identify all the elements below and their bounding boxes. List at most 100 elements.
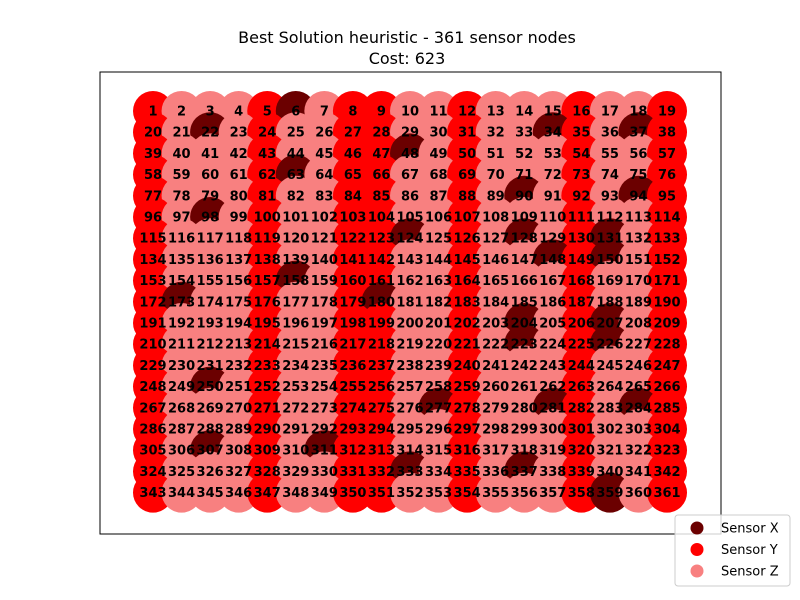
node-label-137: 137 — [225, 253, 252, 268]
node-label-133: 133 — [653, 232, 680, 247]
node-label-115: 115 — [139, 232, 166, 247]
node-label-148: 148 — [539, 253, 566, 268]
node-label-324: 324 — [139, 465, 166, 480]
node-label-132: 132 — [625, 232, 652, 247]
node-label-207: 207 — [596, 317, 623, 332]
node-label-321: 321 — [596, 444, 623, 459]
node-label-332: 332 — [368, 465, 395, 480]
node-label-70: 70 — [487, 168, 505, 183]
node-label-42: 42 — [230, 147, 248, 162]
node-label-11: 11 — [430, 105, 448, 120]
node-label-97: 97 — [173, 211, 191, 226]
node-label-111: 111 — [568, 211, 595, 226]
node-label-308: 308 — [225, 444, 252, 459]
node-label-351: 351 — [368, 486, 395, 501]
sensor-node-348 — [275, 472, 316, 513]
sensor-markers — [133, 91, 688, 513]
node-label-328: 328 — [254, 465, 281, 480]
node-label-145: 145 — [454, 253, 481, 268]
node-label-44: 44 — [287, 147, 305, 162]
node-label-165: 165 — [482, 274, 509, 289]
node-label-208: 208 — [625, 317, 652, 332]
node-label-350: 350 — [339, 486, 366, 501]
node-label-343: 343 — [139, 486, 166, 501]
node-label-221: 221 — [454, 338, 481, 353]
node-label-259: 259 — [454, 380, 481, 395]
node-label-353: 353 — [425, 486, 452, 501]
node-label-91: 91 — [544, 189, 562, 204]
sensor-node-352 — [390, 472, 430, 513]
legend-marker-1 — [690, 521, 704, 535]
node-label-100: 100 — [254, 211, 281, 226]
sensor-node-345 — [190, 472, 231, 513]
sensor-node-349 — [304, 472, 345, 513]
node-label-272: 272 — [282, 401, 309, 416]
node-label-206: 206 — [568, 317, 595, 332]
node-label-183: 183 — [454, 295, 481, 310]
node-label-19: 19 — [658, 105, 676, 120]
sensor-node-355 — [475, 472, 516, 513]
node-label-268: 268 — [168, 401, 195, 416]
node-label-239: 239 — [425, 359, 452, 374]
node-label-310: 310 — [282, 444, 309, 459]
node-label-320: 320 — [568, 444, 595, 459]
node-label-185: 185 — [511, 295, 538, 310]
node-label-18: 18 — [629, 105, 647, 120]
node-label-152: 152 — [653, 253, 680, 268]
node-label-41: 41 — [201, 147, 219, 162]
node-label-95: 95 — [658, 189, 676, 204]
node-label-339: 339 — [568, 465, 595, 480]
node-label-49: 49 — [430, 147, 448, 162]
sensor-node-356 — [504, 472, 545, 513]
sensor-node-351 — [361, 472, 402, 513]
node-label-199: 199 — [368, 317, 395, 332]
node-label-54: 54 — [572, 147, 590, 162]
node-label-306: 306 — [168, 444, 195, 459]
node-label-108: 108 — [482, 211, 509, 226]
node-label-117: 117 — [197, 232, 224, 247]
node-label-127: 127 — [482, 232, 509, 247]
node-label-139: 139 — [282, 253, 309, 268]
node-label-16: 16 — [572, 105, 590, 120]
node-label-252: 252 — [254, 380, 281, 395]
node-label-226: 226 — [596, 338, 623, 353]
node-label-335: 335 — [454, 465, 481, 480]
node-label-146: 146 — [482, 253, 509, 268]
node-label-87: 87 — [430, 189, 448, 204]
node-label-329: 329 — [282, 465, 309, 480]
node-label-154: 154 — [168, 274, 195, 289]
node-label-292: 292 — [311, 423, 338, 438]
node-label-341: 341 — [625, 465, 652, 480]
node-label-60: 60 — [201, 168, 219, 183]
node-label-246: 246 — [625, 359, 652, 374]
node-label-340: 340 — [596, 465, 623, 480]
node-label-279: 279 — [482, 401, 509, 416]
node-label-76: 76 — [658, 168, 676, 183]
node-label-300: 300 — [539, 423, 566, 438]
node-label-236: 236 — [339, 359, 366, 374]
node-label-260: 260 — [482, 380, 509, 395]
node-label-331: 331 — [339, 465, 366, 480]
node-label-289: 289 — [225, 423, 252, 438]
node-label-142: 142 — [368, 253, 395, 268]
node-label-193: 193 — [197, 317, 224, 332]
node-label-277: 277 — [425, 401, 452, 416]
node-label-4: 4 — [234, 105, 243, 120]
node-label-190: 190 — [653, 295, 680, 310]
node-label-212: 212 — [197, 338, 224, 353]
chart-title: Best Solution heuristic - 361 sensor nod… — [238, 28, 576, 47]
node-label-283: 283 — [596, 401, 623, 416]
node-label-304: 304 — [653, 423, 680, 438]
node-label-211: 211 — [168, 338, 195, 353]
node-label-267: 267 — [139, 401, 166, 416]
node-label-131: 131 — [596, 232, 623, 247]
node-label-105: 105 — [396, 211, 423, 226]
node-label-38: 38 — [658, 126, 676, 141]
node-label-235: 235 — [311, 359, 338, 374]
sensor-node-344 — [161, 472, 202, 513]
node-label-14: 14 — [515, 105, 533, 120]
node-label-81: 81 — [258, 189, 276, 204]
node-label-312: 312 — [339, 444, 366, 459]
node-label-254: 254 — [311, 380, 338, 395]
node-label-151: 151 — [625, 253, 652, 268]
